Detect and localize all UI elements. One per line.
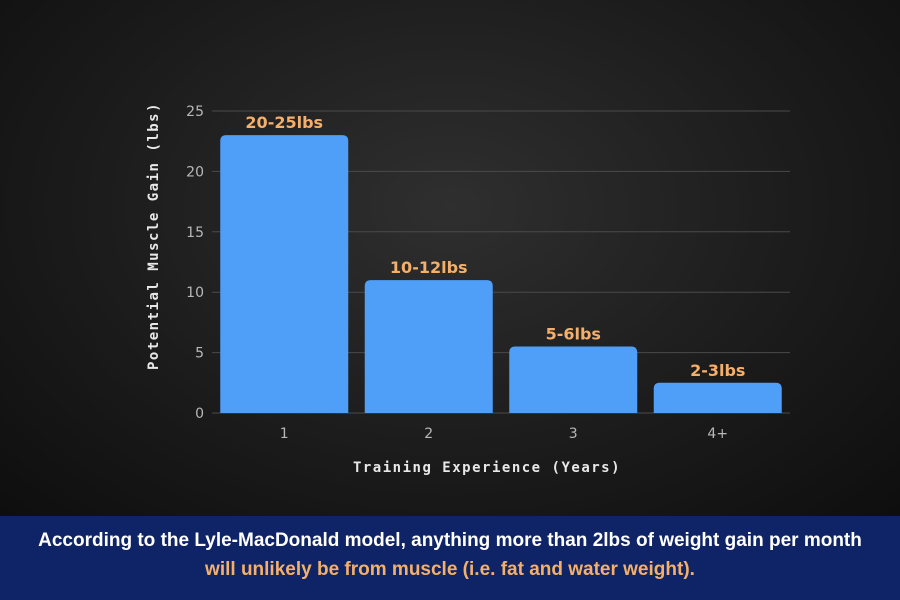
- y-tick-label: 0: [195, 406, 204, 422]
- x-axis-ticks: 1 2 3 4+: [280, 426, 728, 442]
- bar: [364, 280, 493, 413]
- y-tick-label: 10: [186, 285, 204, 301]
- footer-caption: According to the Lyle-MacDonald model, a…: [0, 516, 900, 600]
- x-tick-label: 1: [280, 426, 289, 442]
- y-tick-label: 25: [186, 104, 204, 120]
- y-tick-label: 15: [186, 225, 204, 241]
- footer-line-2: will unlikely be from muscle (i.e. fat a…: [205, 559, 695, 580]
- footer-line-1: According to the Lyle-MacDonald model, a…: [38, 530, 862, 551]
- chart-area: 0 5 10 15 20 25 20-25lbs 10-12lbs 5-6lbs 2-3lbs …: [0, 0, 900, 516]
- y-tick-label: 5: [195, 346, 204, 362]
- data-label: 10-12lbs: [390, 258, 468, 277]
- x-tick-label: 3: [569, 426, 578, 442]
- y-axis-title: Potential Muscle Gain (lbs): [146, 102, 162, 370]
- data-label: 20-25lbs: [245, 113, 323, 132]
- y-axis-ticks: 0 5 10 15 20 25: [186, 104, 204, 422]
- bar: [220, 135, 349, 413]
- data-labels: 20-25lbs 10-12lbs 5-6lbs 2-3lbs: [245, 113, 745, 380]
- bars: [220, 135, 782, 413]
- x-tick-label: 4+: [707, 426, 728, 442]
- x-tick-label: 2: [424, 426, 433, 442]
- y-tick-label: 20: [186, 164, 204, 180]
- x-axis-title: Training Experience (Years): [353, 460, 621, 476]
- data-label: 5-6lbs: [546, 325, 601, 344]
- bar: [509, 346, 638, 413]
- bar: [653, 382, 782, 413]
- data-label: 2-3lbs: [690, 361, 745, 380]
